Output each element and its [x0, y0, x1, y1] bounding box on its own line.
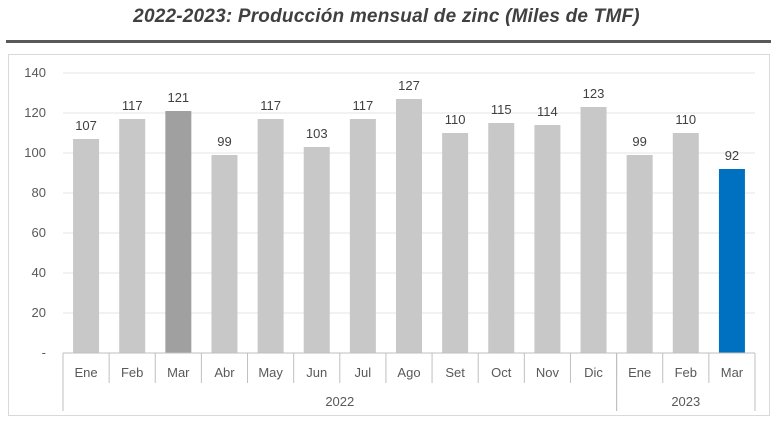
x-category-label: May — [258, 365, 283, 380]
bar-ago-7 — [396, 99, 422, 353]
x-category-label: Jun — [306, 365, 327, 380]
bar-feb-13 — [672, 133, 699, 353]
x-category-label: Ago — [397, 365, 420, 380]
data-label: 117 — [352, 98, 373, 113]
bar-mar-2 — [165, 111, 192, 353]
data-label: 127 — [398, 78, 420, 93]
x-category-label: Mar — [167, 365, 190, 380]
x-category-label: Ene — [74, 365, 97, 380]
data-label: 110 — [675, 112, 696, 127]
data-label: 92 — [725, 148, 739, 163]
y-axis-ticks: - 20 40 60 80 100 120 140 — [24, 65, 46, 360]
y-tick-label: 140 — [24, 65, 46, 80]
y-tick-label: 40 — [32, 265, 46, 280]
data-label: 114 — [537, 104, 558, 119]
y-tick-label: 20 — [32, 305, 46, 320]
data-label: 99 — [632, 134, 646, 149]
bar-ene-12 — [626, 155, 653, 353]
bar-ene-0 — [73, 139, 100, 353]
y-tick-label: - — [42, 345, 46, 360]
title-underline — [6, 40, 771, 43]
bar-mar-14 — [718, 169, 745, 353]
data-label: 110 — [445, 112, 466, 127]
x-axis: Ene Feb Mar Abr May Jun Jul Ago Set Oct Nov Dic Ene F… — [62, 352, 756, 411]
y-tick-label: 60 — [32, 225, 46, 240]
x-category-label: Mar — [721, 365, 744, 380]
chart-frame — [8, 54, 770, 416]
x-category-label: Oct — [491, 365, 512, 380]
data-label: 121 — [167, 90, 189, 105]
bar-oct-9 — [488, 123, 515, 353]
x-group-label: 2022 — [325, 394, 354, 409]
x-group-label: 2023 — [671, 394, 700, 409]
x-category-label: Nov — [536, 365, 560, 380]
data-label: 99 — [217, 134, 231, 149]
x-category-label: Jul — [355, 365, 372, 380]
x-category-label: Set — [445, 365, 465, 380]
x-category-label: Feb — [675, 365, 697, 380]
data-label: 107 — [75, 118, 97, 133]
bar-jul-6 — [349, 119, 376, 353]
bar-set-8 — [442, 133, 469, 353]
data-label: 123 — [583, 86, 605, 101]
x-category-label: Ene — [628, 365, 651, 380]
x-category-label: Dic — [584, 365, 603, 380]
data-label: 115 — [491, 102, 512, 117]
y-tick-label: 120 — [24, 105, 46, 120]
x-category-label: Feb — [121, 365, 143, 380]
bars — [73, 99, 745, 353]
bar-nov-10 — [534, 125, 561, 353]
x-category-label: Abr — [214, 365, 235, 380]
y-tick-label: 80 — [32, 185, 46, 200]
data-label: 117 — [122, 98, 143, 113]
bar-feb-1 — [119, 119, 146, 353]
bar-abr-3 — [211, 155, 238, 353]
data-label: 103 — [306, 126, 328, 141]
bar-may-4 — [257, 119, 284, 353]
bar-dic-11 — [580, 107, 607, 353]
data-labels: 107 117 121 99 117 103 117 127 110 115 114 123 99 110… — [75, 78, 739, 163]
chart-title: 2022-2023: Producción mensual de zinc (M… — [133, 6, 640, 27]
y-tick-label: 100 — [24, 145, 46, 160]
bar-jun-5 — [303, 147, 330, 353]
data-label: 117 — [260, 98, 281, 113]
